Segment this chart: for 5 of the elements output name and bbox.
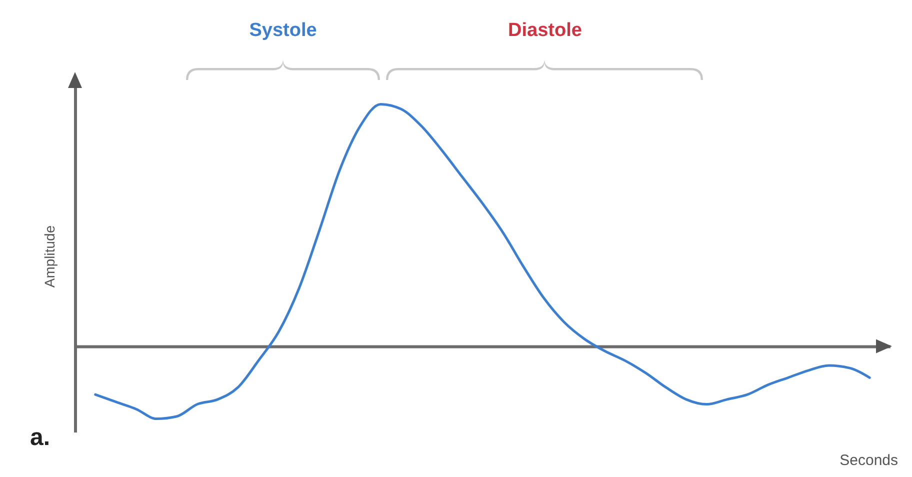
text: Systole bbox=[249, 20, 317, 42]
x-axis-title: Seconds bbox=[840, 452, 898, 469]
y-axis-title: Amplitude bbox=[42, 225, 58, 288]
text: a. bbox=[30, 424, 50, 452]
text: Diastole bbox=[508, 20, 582, 42]
